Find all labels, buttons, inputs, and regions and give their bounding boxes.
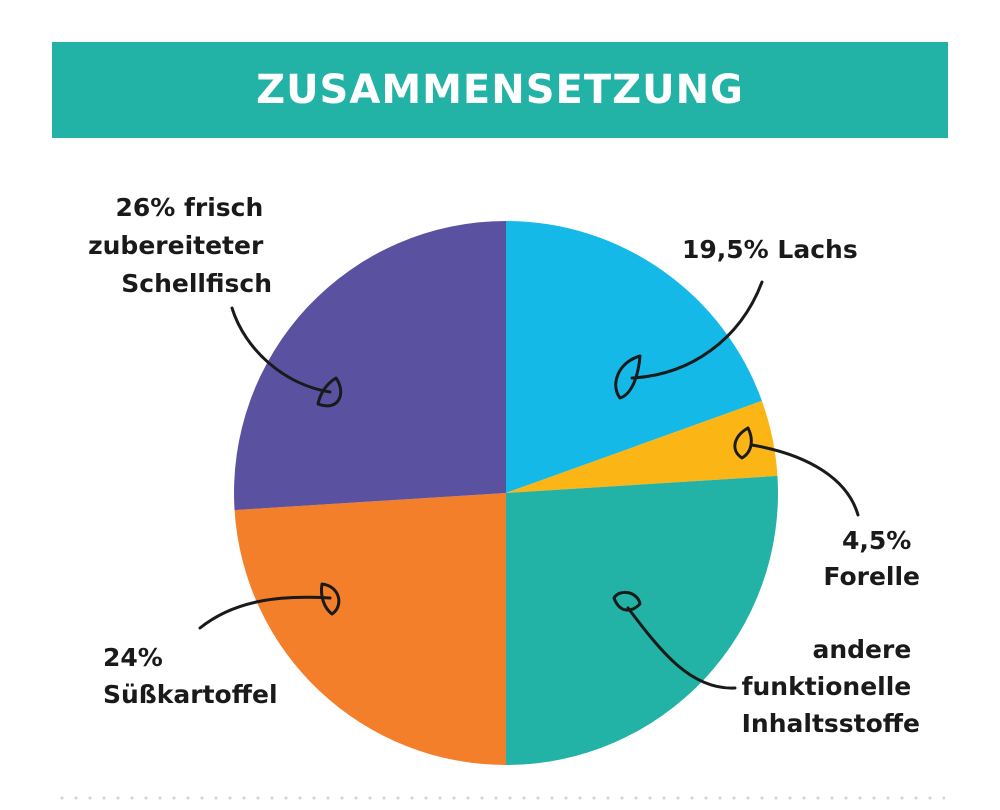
- title-banner: ZUSAMMENSETZUNG: [52, 42, 948, 138]
- label-andere-line: andere: [812, 635, 911, 664]
- leader-andere: [612, 590, 737, 690]
- leader-forelle: [733, 426, 860, 517]
- bottom-divider: [55, 795, 945, 801]
- label-suesskartoffel: 24% Süßkartoffel: [103, 643, 278, 709]
- label-forelle-line: 4,5%: [842, 526, 911, 555]
- label-lachs-line: 19,5% Lachs: [682, 235, 858, 264]
- label-forelle: 4,5% Forelle: [823, 526, 920, 591]
- chart-title: ZUSAMMENSETZUNG: [256, 67, 744, 113]
- label-lachs: 19,5% Lachs: [682, 235, 858, 264]
- label-andere-line: funktionelle: [742, 672, 912, 701]
- label-schellfisch-line: 26% frisch: [115, 193, 263, 222]
- label-schellfisch-line: zubereiteter: [88, 231, 264, 260]
- pie-slice-1: [506, 400, 778, 493]
- label-suesskartoffel-line: Süßkartoffel: [103, 680, 278, 709]
- leader-lachs: [614, 280, 764, 400]
- pie-slice-2: [506, 475, 778, 765]
- pie-slices: [234, 221, 778, 765]
- pie-slice-3: [234, 493, 507, 765]
- leader-suesskartoffel: [198, 582, 341, 630]
- label-suesskartoffel-line: 24%: [103, 643, 163, 672]
- label-schellfisch-line: Schellfisch: [121, 269, 272, 298]
- label-andere: andere funktionelle Inhaltsstoffe: [742, 635, 920, 738]
- leader-schellfisch: [230, 306, 342, 408]
- label-andere-line: Inhaltsstoffe: [742, 709, 920, 738]
- pie-slice-4: [234, 221, 506, 511]
- label-schellfisch: 26% frisch zubereiteter Schellfisch: [88, 193, 272, 298]
- label-forelle-line: Forelle: [823, 562, 920, 591]
